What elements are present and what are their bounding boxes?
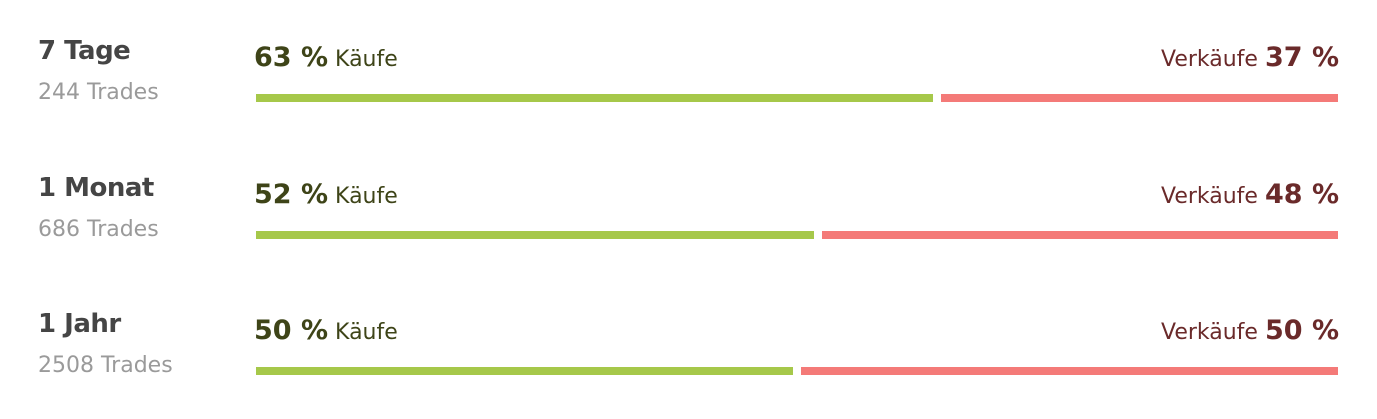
sell-label: Verkäufe (1160, 320, 1258, 345)
trades-count: 244 Trades (38, 80, 159, 105)
buy-label: Käufe (335, 320, 398, 345)
buy-label: Käufe (335, 184, 398, 209)
buy-bar (256, 367, 793, 375)
sell-label: Verkäufe (1160, 184, 1258, 209)
sell-percent: 48 % (1264, 179, 1339, 210)
buy-summary: 52 % Käufe (254, 179, 398, 210)
buy-summary: 50 % Käufe (254, 315, 398, 346)
sell-bar (940, 94, 1338, 102)
sell-percent: 50 % (1264, 315, 1339, 346)
trades-count: 2508 Trades (38, 353, 173, 378)
buy-percent: 63 % (254, 42, 329, 73)
sell-bar (822, 231, 1338, 239)
buy-percent: 52 % (254, 179, 329, 210)
sell-summary: Verkäufe 50 % (1161, 315, 1339, 346)
buy-label: Käufe (335, 47, 398, 72)
sentiment-bar (256, 94, 1338, 102)
buy-bar (256, 94, 933, 102)
sell-label: Verkäufe (1160, 47, 1258, 72)
sell-percent: 37 % (1264, 42, 1339, 73)
sell-summary: Verkäufe 48 % (1161, 179, 1339, 210)
sell-summary: Verkäufe 37 % (1161, 42, 1339, 73)
period-label: 7 Tage (38, 36, 131, 66)
buy-bar (256, 231, 815, 239)
sentiment-row: 1 Jahr 2508 Trades 50 % Käufe Verkäufe 5… (0, 309, 1377, 409)
period-label: 1 Monat (38, 173, 154, 203)
buy-percent: 50 % (254, 315, 329, 346)
sentiment-row: 1 Monat 686 Trades 52 % Käufe Verkäufe 4… (0, 173, 1377, 273)
trades-count: 686 Trades (38, 217, 159, 242)
buy-summary: 63 % Käufe (254, 42, 398, 73)
sell-bar (801, 367, 1338, 375)
period-label: 1 Jahr (38, 309, 121, 339)
sentiment-bar (256, 231, 1338, 239)
sentiment-row: 7 Tage 244 Trades 63 % Käufe Verkäufe 37… (0, 36, 1377, 136)
sentiment-bar (256, 367, 1338, 375)
